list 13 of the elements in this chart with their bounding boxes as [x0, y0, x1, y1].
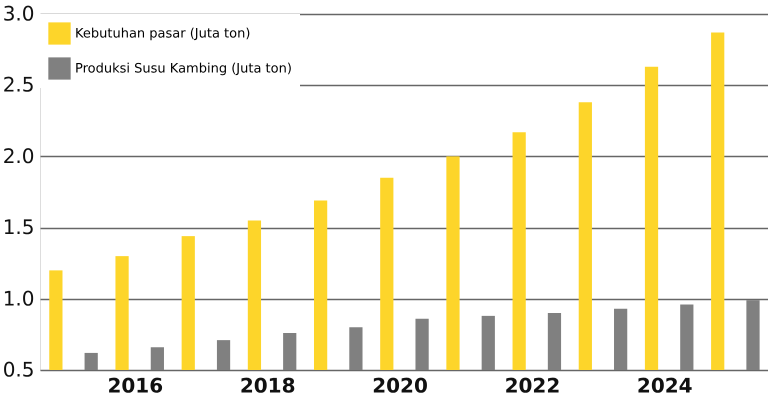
x-tick-label: 2018: [240, 374, 296, 398]
y-tick-label: 1.0: [2, 286, 34, 310]
y-tick-label: 3.0: [2, 2, 34, 26]
legend-label: Produksi Susu Kambing (Juta ton): [75, 62, 292, 76]
x-tick-label: 2020: [372, 374, 428, 398]
y-tick-label: 1.5: [2, 215, 34, 240]
x-tick-label: 2024: [636, 374, 693, 398]
legend-label: Kebutuhan pasar (Juta ton): [75, 26, 250, 42]
x-tick-label: 2022: [504, 374, 560, 398]
y-tick-label: 2.5: [2, 72, 34, 97]
y-tick-label: 2.0: [2, 144, 34, 168]
x-tick-label: 2016: [107, 374, 164, 398]
y-tick-label: 0.5: [2, 358, 34, 382]
